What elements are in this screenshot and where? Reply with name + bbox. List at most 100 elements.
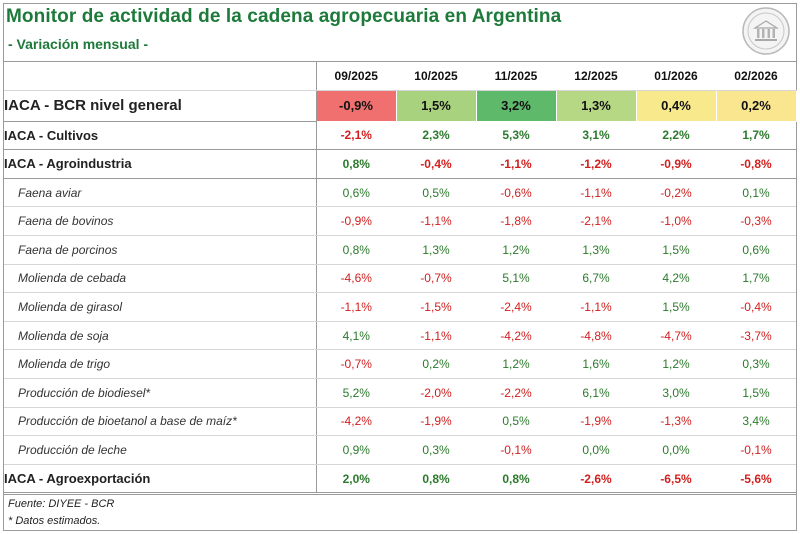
- value-cell: -0,6%: [476, 178, 556, 208]
- value-cell: -0,2%: [636, 178, 716, 208]
- value-cell: -4,2%: [316, 407, 396, 437]
- general-value-cell: -0,9%: [315, 89, 397, 122]
- value-cell: -1,2%: [556, 149, 636, 179]
- value-cell: 0,9%: [316, 435, 396, 465]
- source-note: Fuente: DIYEE - BCR: [8, 498, 115, 510]
- value-cell: 0,8%: [476, 463, 556, 494]
- value-cell: -2,1%: [316, 121, 396, 151]
- value-cell: 1,7%: [716, 264, 796, 294]
- value-cell: 2,3%: [396, 121, 476, 151]
- row-label: Producción de biodiesel*: [4, 378, 317, 408]
- value-cell: -0,7%: [316, 349, 396, 379]
- general-value-cell: 0,4%: [635, 89, 717, 122]
- activity-table: 09/2025 10/2025 11/2025 12/2025 01/2026 …: [4, 61, 797, 494]
- general-value-cell: 1,5%: [395, 89, 477, 122]
- value-cell: -6,5%: [636, 463, 716, 494]
- value-cell: -3,7%: [716, 321, 796, 351]
- value-cell: 0,2%: [396, 349, 476, 379]
- value-cell: 0,3%: [716, 349, 796, 379]
- value-cell: 1,7%: [716, 121, 796, 151]
- table-row-sub: Molienda de soja 4,1% -1,1% -4,2% -4,8% -4,7%…: [4, 321, 796, 351]
- value-cell: -1,3%: [636, 407, 716, 437]
- value-cell: -4,7%: [636, 321, 716, 351]
- table-row-sub: Producción de leche 0,9% 0,3% -0,1% 0,0% 0,0%…: [4, 435, 796, 465]
- value-cell: -0,9%: [316, 206, 396, 236]
- value-cell: 6,7%: [556, 264, 636, 294]
- value-cell: -0,9%: [636, 149, 716, 179]
- row-label: Molienda de cebada: [4, 264, 317, 294]
- value-cell: -2,1%: [556, 206, 636, 236]
- value-cell: -0,1%: [716, 435, 796, 465]
- value-cell: -4,8%: [556, 321, 636, 351]
- column-header: 02/2026: [716, 61, 796, 91]
- value-cell: 0,8%: [316, 235, 396, 265]
- value-cell: 1,5%: [636, 235, 716, 265]
- table-row-main: IACA - Agroexportación 2,0% 0,8% 0,8% -2,6% -…: [4, 463, 796, 494]
- row-label: Producción de leche: [4, 435, 317, 465]
- value-cell: 1,6%: [556, 349, 636, 379]
- value-cell: 1,5%: [716, 378, 796, 408]
- table-row-sub: Molienda de trigo -0,7% 0,2% 1,2% 1,6% 1,2% 0,…: [4, 349, 796, 379]
- value-cell: 0,1%: [716, 178, 796, 208]
- value-cell: 5,1%: [476, 264, 556, 294]
- value-cell: 0,8%: [396, 463, 476, 494]
- general-value-cell: 3,2%: [475, 89, 557, 122]
- table-row-sub: Faena de porcinos 0,8% 1,3% 1,2% 1,3% 1,5% 0,6…: [4, 235, 796, 265]
- value-cell: 4,2%: [636, 264, 716, 294]
- table-frame: [3, 3, 797, 531]
- table-row-sub: Producción de biodiesel* 5,2% -2,0% -2,2% 6,…: [4, 378, 796, 408]
- general-value-cell: 1,3%: [555, 89, 637, 122]
- value-cell: 0,6%: [316, 178, 396, 208]
- column-header: 12/2025: [556, 61, 636, 91]
- value-cell: -2,0%: [396, 378, 476, 408]
- value-cell: -5,6%: [716, 463, 796, 494]
- row-label: Faena de porcinos: [4, 235, 317, 265]
- value-cell: 0,5%: [476, 407, 556, 437]
- footer-divider: [4, 494, 796, 495]
- value-cell: -1,1%: [316, 292, 396, 322]
- row-label: IACA - Agroexportación: [4, 463, 317, 494]
- table-row-main: IACA - Cultivos -2,1% 2,3% 5,3% 3,1% 2,2% 1,7%: [4, 121, 796, 151]
- value-cell: 3,4%: [716, 407, 796, 437]
- table-row-main: IACA - Agroindustria 0,8% -0,4% -1,1% -1,2% -…: [4, 149, 796, 179]
- general-value-cell: 0,2%: [715, 89, 797, 122]
- value-cell: 1,2%: [476, 235, 556, 265]
- value-cell: 1,5%: [636, 292, 716, 322]
- header-label-cell: [4, 61, 317, 91]
- table-row-sub: Faena aviar 0,6% 0,5% -0,6% -1,1% -0,2% 0,1%: [4, 178, 796, 208]
- value-cell: 5,3%: [476, 121, 556, 151]
- column-header: 09/2025: [316, 61, 396, 91]
- row-label: IACA - Agroindustria: [4, 149, 317, 179]
- value-cell: -1,1%: [476, 149, 556, 179]
- row-label: Producción de bioetanol a base de maíz*: [4, 407, 317, 437]
- value-cell: -0,1%: [476, 435, 556, 465]
- institution-seal-icon: [742, 7, 790, 55]
- value-cell: -1,5%: [396, 292, 476, 322]
- value-cell: -4,2%: [476, 321, 556, 351]
- value-cell: 0,0%: [556, 435, 636, 465]
- value-cell: 0,0%: [636, 435, 716, 465]
- value-cell: 3,1%: [556, 121, 636, 151]
- page-title: Monitor de actividad de la cadena agrope…: [6, 6, 562, 27]
- column-header: 11/2025: [476, 61, 556, 91]
- page-subtitle: - Variación mensual -: [8, 36, 149, 52]
- row-label: IACA - Cultivos: [4, 121, 317, 151]
- value-cell: 1,3%: [396, 235, 476, 265]
- value-cell: -1,1%: [396, 321, 476, 351]
- column-header: 10/2025: [396, 61, 476, 91]
- value-cell: 6,1%: [556, 378, 636, 408]
- value-cell: 3,0%: [636, 378, 716, 408]
- value-cell: 1,3%: [556, 235, 636, 265]
- value-cell: 0,8%: [316, 149, 396, 179]
- estimated-note: * Datos estimados.: [8, 515, 101, 527]
- value-cell: -0,8%: [716, 149, 796, 179]
- row-label: Molienda de trigo: [4, 349, 317, 379]
- value-cell: 1,2%: [476, 349, 556, 379]
- value-cell: -1,0%: [636, 206, 716, 236]
- table-row-sub: Faena de bovinos -0,9% -1,1% -1,8% -2,1% -1,0…: [4, 206, 796, 236]
- value-cell: -1,9%: [556, 407, 636, 437]
- row-label: Molienda de soja: [4, 321, 317, 351]
- value-cell: -0,3%: [716, 206, 796, 236]
- value-cell: -0,7%: [396, 264, 476, 294]
- value-cell: -2,4%: [476, 292, 556, 322]
